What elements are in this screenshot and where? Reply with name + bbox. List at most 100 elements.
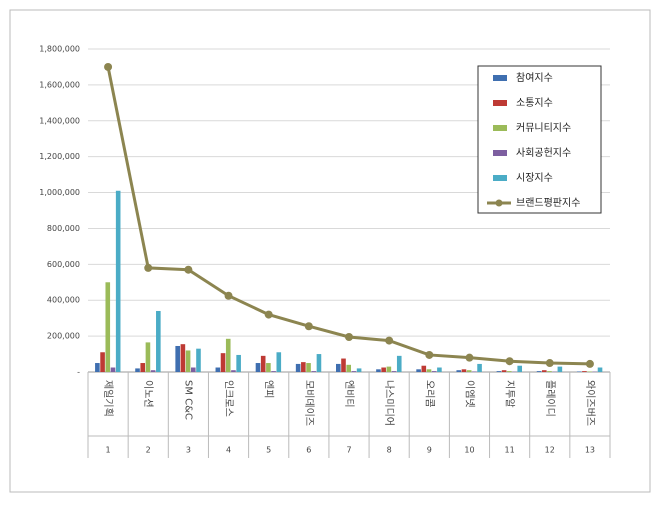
bar bbox=[598, 368, 603, 372]
bar bbox=[341, 359, 346, 372]
x-tick-label: 나스미디어 bbox=[383, 380, 395, 426]
legend-swatch bbox=[493, 125, 507, 131]
x-tick-label: 모비데이즈 bbox=[303, 380, 315, 426]
bar bbox=[346, 365, 351, 372]
line-marker bbox=[265, 311, 273, 319]
bar bbox=[216, 368, 221, 372]
line-marker bbox=[506, 357, 514, 365]
legend-label: 사회공헌지수 bbox=[516, 147, 571, 159]
y-tick-label: 1,600,000 bbox=[39, 80, 80, 89]
bar bbox=[311, 371, 316, 372]
rank-label: 10 bbox=[464, 446, 474, 455]
y-tick-label: 200,000 bbox=[47, 332, 80, 341]
line-marker bbox=[586, 360, 594, 368]
bar bbox=[116, 191, 121, 372]
bar bbox=[582, 371, 587, 372]
line-marker bbox=[465, 354, 473, 362]
rank-label: 6 bbox=[306, 446, 311, 455]
bar bbox=[156, 311, 161, 372]
y-tick-label: - bbox=[77, 368, 80, 377]
y-tick-label: 1,400,000 bbox=[39, 116, 80, 125]
x-tick-label: 오리콤 bbox=[423, 380, 435, 408]
bar bbox=[261, 356, 266, 372]
bar bbox=[477, 364, 482, 372]
bar bbox=[437, 368, 442, 372]
bar bbox=[497, 371, 502, 372]
bar bbox=[542, 370, 547, 372]
bar bbox=[558, 367, 563, 372]
legend-label: 시장지수 bbox=[516, 172, 553, 184]
bar bbox=[387, 367, 392, 372]
y-tick-label: 1,800,000 bbox=[39, 45, 80, 54]
rank-label: 4 bbox=[226, 446, 231, 455]
bar bbox=[381, 368, 386, 372]
legend-label: 소통지수 bbox=[516, 97, 553, 109]
rank-label: 13 bbox=[585, 446, 595, 455]
legend-label: 참여지수 bbox=[516, 72, 553, 84]
line-marker bbox=[425, 351, 433, 359]
bar bbox=[256, 363, 261, 372]
bar bbox=[467, 370, 472, 372]
bar bbox=[397, 356, 402, 372]
legend-swatch bbox=[493, 100, 507, 106]
bar bbox=[472, 371, 477, 372]
bar bbox=[416, 369, 421, 372]
legend-swatch bbox=[493, 75, 507, 81]
bar bbox=[376, 369, 381, 372]
x-tick-label: 엔피 bbox=[263, 380, 275, 398]
line-marker bbox=[385, 337, 393, 345]
rank-label: 12 bbox=[545, 446, 555, 455]
bar bbox=[100, 352, 105, 372]
x-tick-label: SM C&C bbox=[182, 380, 193, 420]
bar bbox=[231, 370, 236, 372]
y-tick-label: 600,000 bbox=[47, 260, 80, 269]
rank-label: 3 bbox=[186, 446, 191, 455]
bar bbox=[422, 366, 427, 372]
bar bbox=[587, 371, 592, 372]
bar bbox=[95, 363, 100, 372]
y-tick-label: 1,200,000 bbox=[39, 152, 80, 161]
bar bbox=[306, 363, 311, 372]
bar bbox=[226, 339, 231, 372]
bar bbox=[462, 369, 467, 372]
rank-label: 11 bbox=[505, 446, 515, 455]
line-marker bbox=[225, 292, 233, 300]
bar bbox=[191, 368, 196, 372]
bar bbox=[352, 371, 357, 372]
x-tick-label: 플레이디 bbox=[544, 380, 556, 417]
bar bbox=[507, 371, 512, 372]
legend-box bbox=[478, 66, 601, 213]
rank-label: 2 bbox=[146, 446, 151, 455]
line-marker bbox=[144, 264, 152, 272]
bar bbox=[236, 355, 241, 372]
bar bbox=[105, 282, 110, 372]
y-tick-label: 1,000,000 bbox=[39, 188, 80, 197]
x-tick-label: 인크로스 bbox=[223, 380, 235, 417]
bar bbox=[432, 371, 437, 372]
bar bbox=[357, 368, 362, 372]
y-tick-label: 800,000 bbox=[47, 224, 80, 233]
bar bbox=[296, 364, 301, 372]
bar bbox=[221, 353, 226, 372]
x-tick-label: 이엠넷 bbox=[463, 380, 475, 408]
bar bbox=[181, 344, 186, 372]
rank-label: 9 bbox=[427, 446, 432, 455]
line-marker bbox=[546, 359, 554, 367]
bar bbox=[427, 369, 432, 372]
x-tick-label: 이노션 bbox=[142, 380, 154, 408]
bar bbox=[146, 342, 151, 372]
legend-marker bbox=[496, 200, 503, 207]
rank-label: 1 bbox=[106, 446, 111, 455]
rank-label: 8 bbox=[387, 446, 392, 455]
legend-swatch bbox=[493, 175, 507, 181]
bar bbox=[301, 362, 306, 372]
bar bbox=[456, 370, 461, 372]
bar bbox=[502, 370, 507, 372]
bar bbox=[276, 352, 281, 372]
bar bbox=[517, 366, 522, 372]
x-tick-label: 지투알 bbox=[504, 380, 516, 408]
bar bbox=[577, 371, 582, 372]
legend-label: 브랜드평판지수 bbox=[516, 197, 580, 209]
